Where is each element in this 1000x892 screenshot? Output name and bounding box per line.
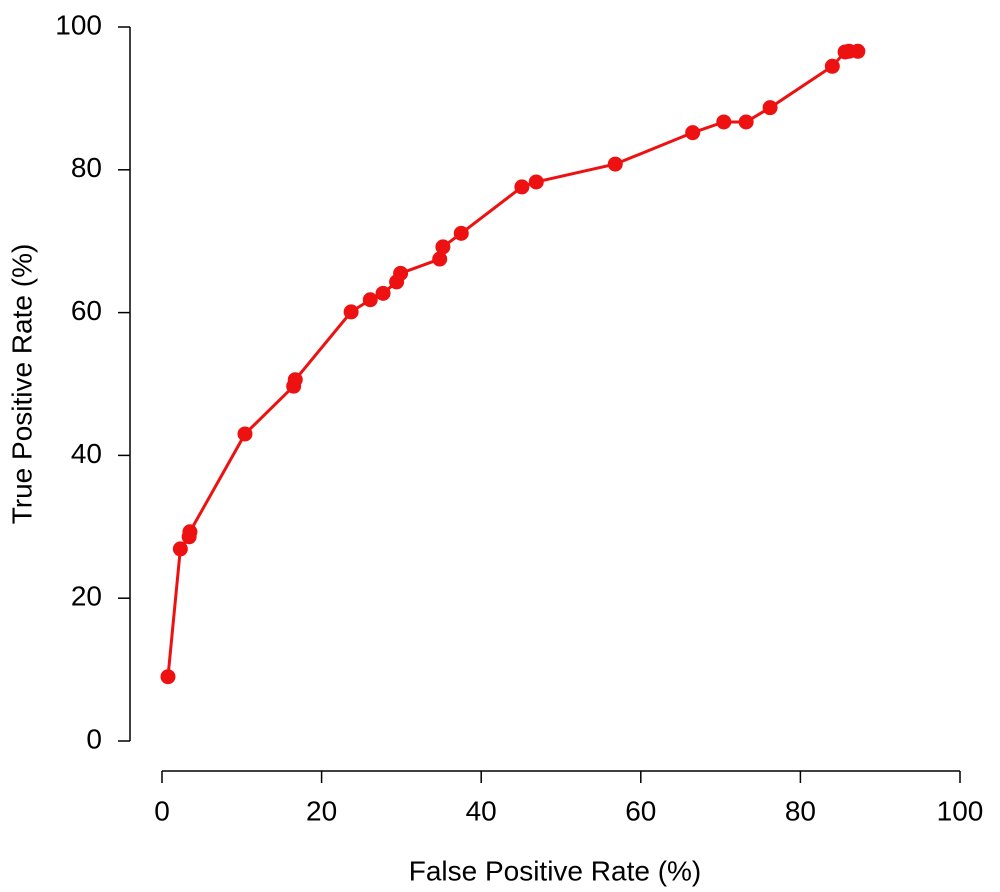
marker	[607, 156, 623, 172]
x-tick-label: 20	[306, 795, 337, 826]
y-tick-label: 100	[55, 9, 102, 40]
y-tick-label: 0	[86, 723, 102, 754]
x-tick-label: 60	[625, 795, 656, 826]
y-tick-label: 20	[71, 581, 102, 612]
marker	[435, 239, 451, 255]
marker	[287, 372, 303, 388]
marker	[362, 292, 378, 308]
marker	[182, 524, 198, 540]
marker	[172, 541, 188, 557]
marker	[685, 125, 701, 141]
y-tick-label: 60	[71, 295, 102, 326]
marker	[160, 669, 176, 685]
x-tick-label: 40	[466, 795, 497, 826]
marker	[528, 174, 544, 190]
y-tick-label: 40	[71, 438, 102, 469]
marker	[237, 426, 253, 442]
marker	[716, 114, 732, 130]
marker	[393, 265, 409, 281]
x-tick-label: 80	[785, 795, 816, 826]
marker	[514, 179, 530, 195]
line	[166, 49, 858, 677]
x-tick-label: 100	[937, 795, 984, 826]
marker	[738, 114, 754, 130]
marker	[762, 100, 778, 116]
marker	[824, 58, 840, 74]
marker	[343, 304, 359, 320]
marker	[375, 285, 391, 301]
y-tick-label: 80	[71, 152, 102, 183]
marker	[432, 251, 448, 267]
marker	[850, 43, 866, 59]
marker	[453, 225, 469, 241]
x-tick-label: 0	[154, 795, 170, 826]
y-axis-title: True Positive Rate (%)	[6, 244, 37, 525]
x-axis-title: False Positive Rate (%)	[409, 855, 702, 886]
